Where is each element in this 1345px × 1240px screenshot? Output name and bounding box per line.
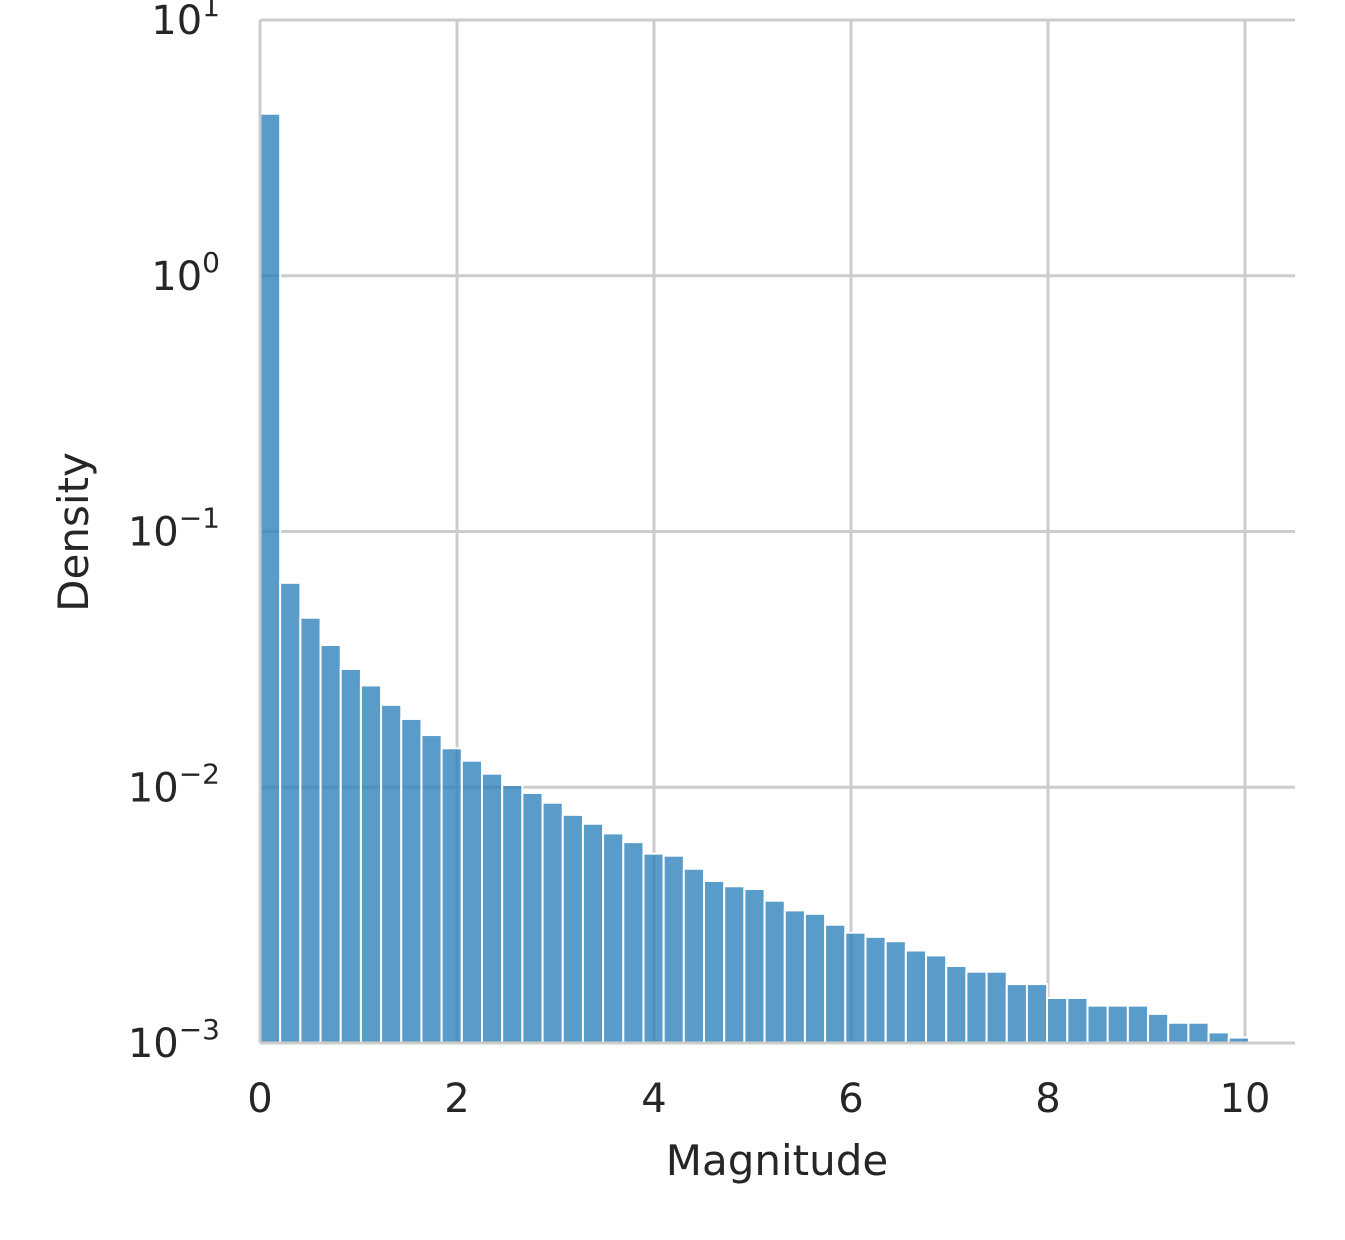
- histogram-bar: [561, 813, 584, 1044]
- histogram-bar: [581, 822, 605, 1045]
- y-tick-base: 10: [128, 1021, 179, 1067]
- histogram-bar: [380, 703, 403, 1044]
- x-tick-label: 2: [444, 1076, 469, 1122]
- histogram-bar: [824, 923, 847, 1044]
- x-tick-label: 10: [1220, 1076, 1271, 1122]
- histogram-bar: [279, 581, 302, 1044]
- histogram-bar: [763, 899, 786, 1045]
- y-axis-label: Density: [49, 452, 98, 612]
- y-tick-exponent: −3: [179, 1013, 220, 1046]
- y-tick-label: 100: [151, 246, 220, 300]
- histogram-bar: [803, 912, 827, 1045]
- histogram-bar: [904, 949, 928, 1044]
- histogram-bar: [602, 832, 625, 1044]
- y-tick-exponent: −2: [179, 757, 220, 790]
- histogram-bar: [783, 909, 806, 1045]
- x-tick-label: 4: [641, 1076, 666, 1122]
- histogram-bar: [481, 772, 504, 1044]
- histogram-bar: [319, 643, 342, 1044]
- histogram-bar: [420, 734, 443, 1044]
- histogram-bar: [622, 841, 645, 1045]
- histogram-bar: [400, 717, 423, 1044]
- histogram-bar: [723, 885, 746, 1044]
- x-tick-label: 6: [838, 1076, 863, 1122]
- histogram-bar: [259, 112, 282, 1045]
- histogram-bar: [703, 879, 726, 1044]
- x-axis-label: Magnitude: [666, 1136, 889, 1185]
- histogram-bar: [1066, 996, 1089, 1044]
- x-tick-label: 0: [247, 1076, 272, 1122]
- histogram-bar: [965, 970, 988, 1044]
- histogram-bars: [259, 112, 1250, 1045]
- histogram-bar: [682, 867, 706, 1045]
- histogram-bar: [642, 852, 665, 1044]
- y-tick-exponent: −1: [179, 502, 220, 535]
- axis-spines: [258, 20, 1295, 1045]
- x-tick-label: 8: [1035, 1076, 1060, 1122]
- histogram-bar: [1086, 1004, 1109, 1044]
- histogram-bar: [1106, 1004, 1129, 1044]
- histogram-bar: [501, 784, 524, 1044]
- histogram-bar: [440, 747, 463, 1044]
- histogram-bar: [945, 965, 968, 1045]
- histogram-bar: [844, 931, 867, 1044]
- histogram-bar: [925, 954, 948, 1045]
- histogram-bar: [1046, 996, 1069, 1044]
- histogram-bar: [521, 791, 544, 1045]
- y-tick-base: 10: [128, 765, 179, 811]
- histogram-bar: [1126, 1004, 1150, 1044]
- y-tick-label: 101: [151, 0, 220, 44]
- y-tick-base: 10: [128, 510, 179, 556]
- y-tick-label: 10−2: [128, 757, 220, 811]
- histogram-bar: [359, 684, 383, 1045]
- histogram-bar: [864, 935, 887, 1044]
- histogram-bar: [1147, 1012, 1170, 1045]
- y-tick-exponent: 1: [202, 0, 220, 23]
- histogram-bar: [1025, 983, 1049, 1044]
- y-tick-label: 10−3: [128, 1013, 220, 1067]
- histogram-bar: [884, 940, 907, 1045]
- histogram-bar: [1207, 1031, 1230, 1044]
- histogram-bar: [662, 854, 685, 1045]
- histogram-bar: [460, 759, 484, 1044]
- x-tick-labels: 0 2 4 6 8 10: [247, 1076, 1270, 1122]
- y-tick-base: 10: [151, 254, 202, 300]
- histogram-bar: [1167, 1021, 1190, 1044]
- histogram-bar: [339, 667, 362, 1044]
- y-tick-exponent: 0: [202, 246, 220, 279]
- y-tick-base: 10: [151, 0, 202, 44]
- histogram-bar: [541, 801, 564, 1044]
- y-tick-label: 10−1: [128, 502, 220, 556]
- histogram-bar: [299, 616, 322, 1044]
- histogram-bar: [743, 888, 766, 1044]
- histogram-bar: [1005, 983, 1028, 1044]
- histogram-bar: [985, 970, 1008, 1044]
- histogram-bar: [1187, 1021, 1210, 1044]
